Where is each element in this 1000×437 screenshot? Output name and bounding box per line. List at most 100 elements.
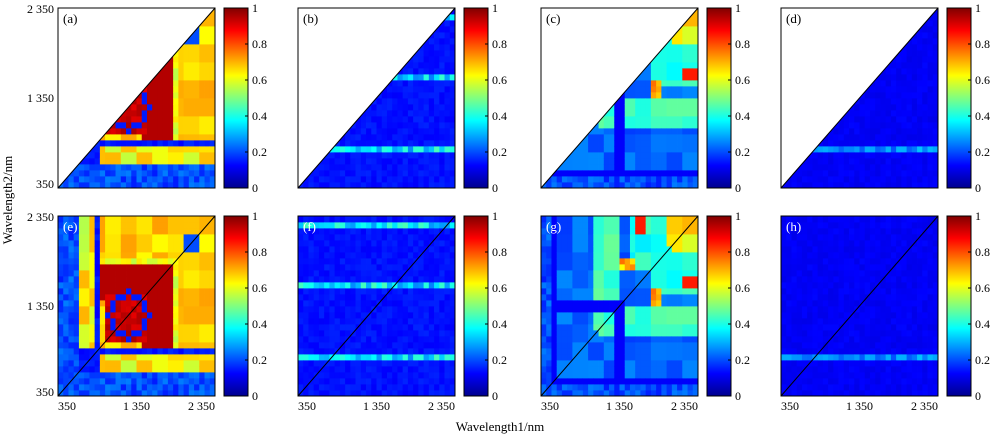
heatmap-cell: [392, 38, 398, 45]
heatmap-cell: [541, 158, 547, 165]
heatmap-cell: [376, 140, 383, 147]
heatmap-cell: [58, 176, 64, 183]
heatmap-cell: [204, 282, 211, 289]
heatmap-cell: [386, 146, 393, 153]
heatmap-cell: [423, 14, 430, 21]
heatmap-cell: [89, 228, 96, 235]
heatmap-cell: [567, 182, 573, 188]
heatmap-cell: [880, 44, 887, 51]
heatmap-cell: [397, 44, 404, 51]
heatmap-cell: [869, 164, 876, 171]
heatmap-cell: [917, 86, 923, 93]
heatmap-cell: [84, 372, 90, 379]
heatmap-cell: [407, 182, 414, 188]
heatmap-cell: [178, 32, 184, 39]
heatmap-cell: [313, 282, 320, 289]
heatmap-cell: [199, 294, 205, 301]
heatmap-cell: [434, 20, 440, 27]
heatmap-cell: [428, 116, 435, 123]
heatmap-cell: [204, 50, 211, 57]
heatmap-cell: [209, 14, 215, 21]
heatmap-cell: [360, 92, 367, 99]
colorbar-tick-label: 1: [735, 1, 741, 15]
heatmap-cell: [629, 20, 636, 27]
heatmap-cell: [136, 348, 143, 355]
heatmap-cell: [666, 116, 673, 123]
heatmap-cell: [911, 158, 918, 165]
heatmap-cell: [68, 32, 75, 39]
heatmap-cell: [640, 92, 647, 99]
heatmap-cell: [801, 38, 808, 45]
heatmap-cell: [640, 20, 647, 27]
heatmap-cell: [334, 282, 341, 289]
heatmap-cell: [146, 282, 153, 289]
heatmap-cell: [801, 26, 808, 33]
heatmap-cell: [418, 50, 424, 57]
heatmap-cell: [188, 62, 195, 69]
heatmap-cell: [120, 92, 127, 99]
heatmap-cell: [58, 140, 64, 147]
heatmap-cell: [541, 116, 547, 123]
heatmap-cell: [428, 146, 435, 153]
heatmap-cell: [843, 182, 850, 188]
heatmap-cell: [922, 104, 928, 111]
heatmap-cell: [917, 80, 923, 87]
heatmap-cell: [386, 110, 393, 117]
heatmap-cell: [817, 170, 824, 177]
heatmap-cell: [551, 44, 558, 51]
heatmap-cell: [73, 98, 80, 105]
heatmap-cell: [157, 62, 164, 69]
heatmap-cell: [428, 92, 435, 99]
heatmap-cell: [162, 384, 169, 391]
heatmap-cell: [864, 104, 871, 111]
heatmap-cell: [110, 74, 116, 81]
heatmap-cell: [162, 252, 169, 259]
heatmap-cell: [58, 152, 64, 159]
heatmap-cell: [546, 38, 552, 45]
heatmap-cell: [582, 110, 589, 117]
heatmap-cell: [152, 216, 158, 223]
heatmap-cell: [572, 32, 579, 39]
heatmap-cell: [94, 74, 101, 81]
heatmap-cell: [78, 306, 85, 313]
heatmap-cell: [838, 68, 845, 75]
heatmap-cell: [78, 378, 85, 385]
heatmap-cell: [614, 170, 620, 177]
heatmap-cell: [366, 14, 372, 21]
heatmap-cell: [194, 222, 200, 229]
heatmap-cell: [78, 336, 85, 343]
heatmap-cell: [572, 122, 579, 129]
heatmap-cell: [801, 110, 808, 117]
heatmap-cell: [355, 228, 362, 235]
heatmap-cell: [115, 8, 122, 15]
heatmap-cell: [136, 170, 143, 177]
heatmap-cell: [73, 50, 80, 57]
heatmap-cell: [917, 8, 923, 15]
heatmap-cell: [94, 62, 101, 69]
heatmap-cell: [869, 62, 876, 69]
heatmap-cell: [397, 14, 404, 21]
heatmap-cell: [366, 152, 372, 159]
heatmap-cell: [209, 38, 215, 45]
heatmap-cell: [781, 74, 787, 81]
heatmap-cell: [329, 300, 336, 307]
heatmap-cell: [68, 270, 75, 277]
heatmap-cell: [345, 32, 351, 39]
heatmap-cell: [63, 146, 69, 153]
heatmap-cell: [188, 312, 195, 319]
heatmap-cell: [152, 56, 158, 63]
heatmap-cell: [687, 44, 694, 51]
heatmap-cell: [360, 50, 367, 57]
heatmap-cell: [194, 80, 200, 87]
heatmap-cell: [345, 294, 351, 301]
heatmap-cell: [99, 390, 106, 396]
heatmap-cell: [838, 176, 845, 183]
heatmap-cell: [350, 56, 356, 63]
heatmap-cell: [339, 26, 346, 33]
colorbar-tick-label: 0.8: [252, 37, 267, 51]
heatmap-cell: [546, 170, 552, 177]
heatmap-cell: [413, 26, 419, 33]
heatmap-cell: [204, 98, 211, 105]
heatmap-cell: [407, 110, 414, 117]
heatmap-cell: [541, 62, 547, 69]
